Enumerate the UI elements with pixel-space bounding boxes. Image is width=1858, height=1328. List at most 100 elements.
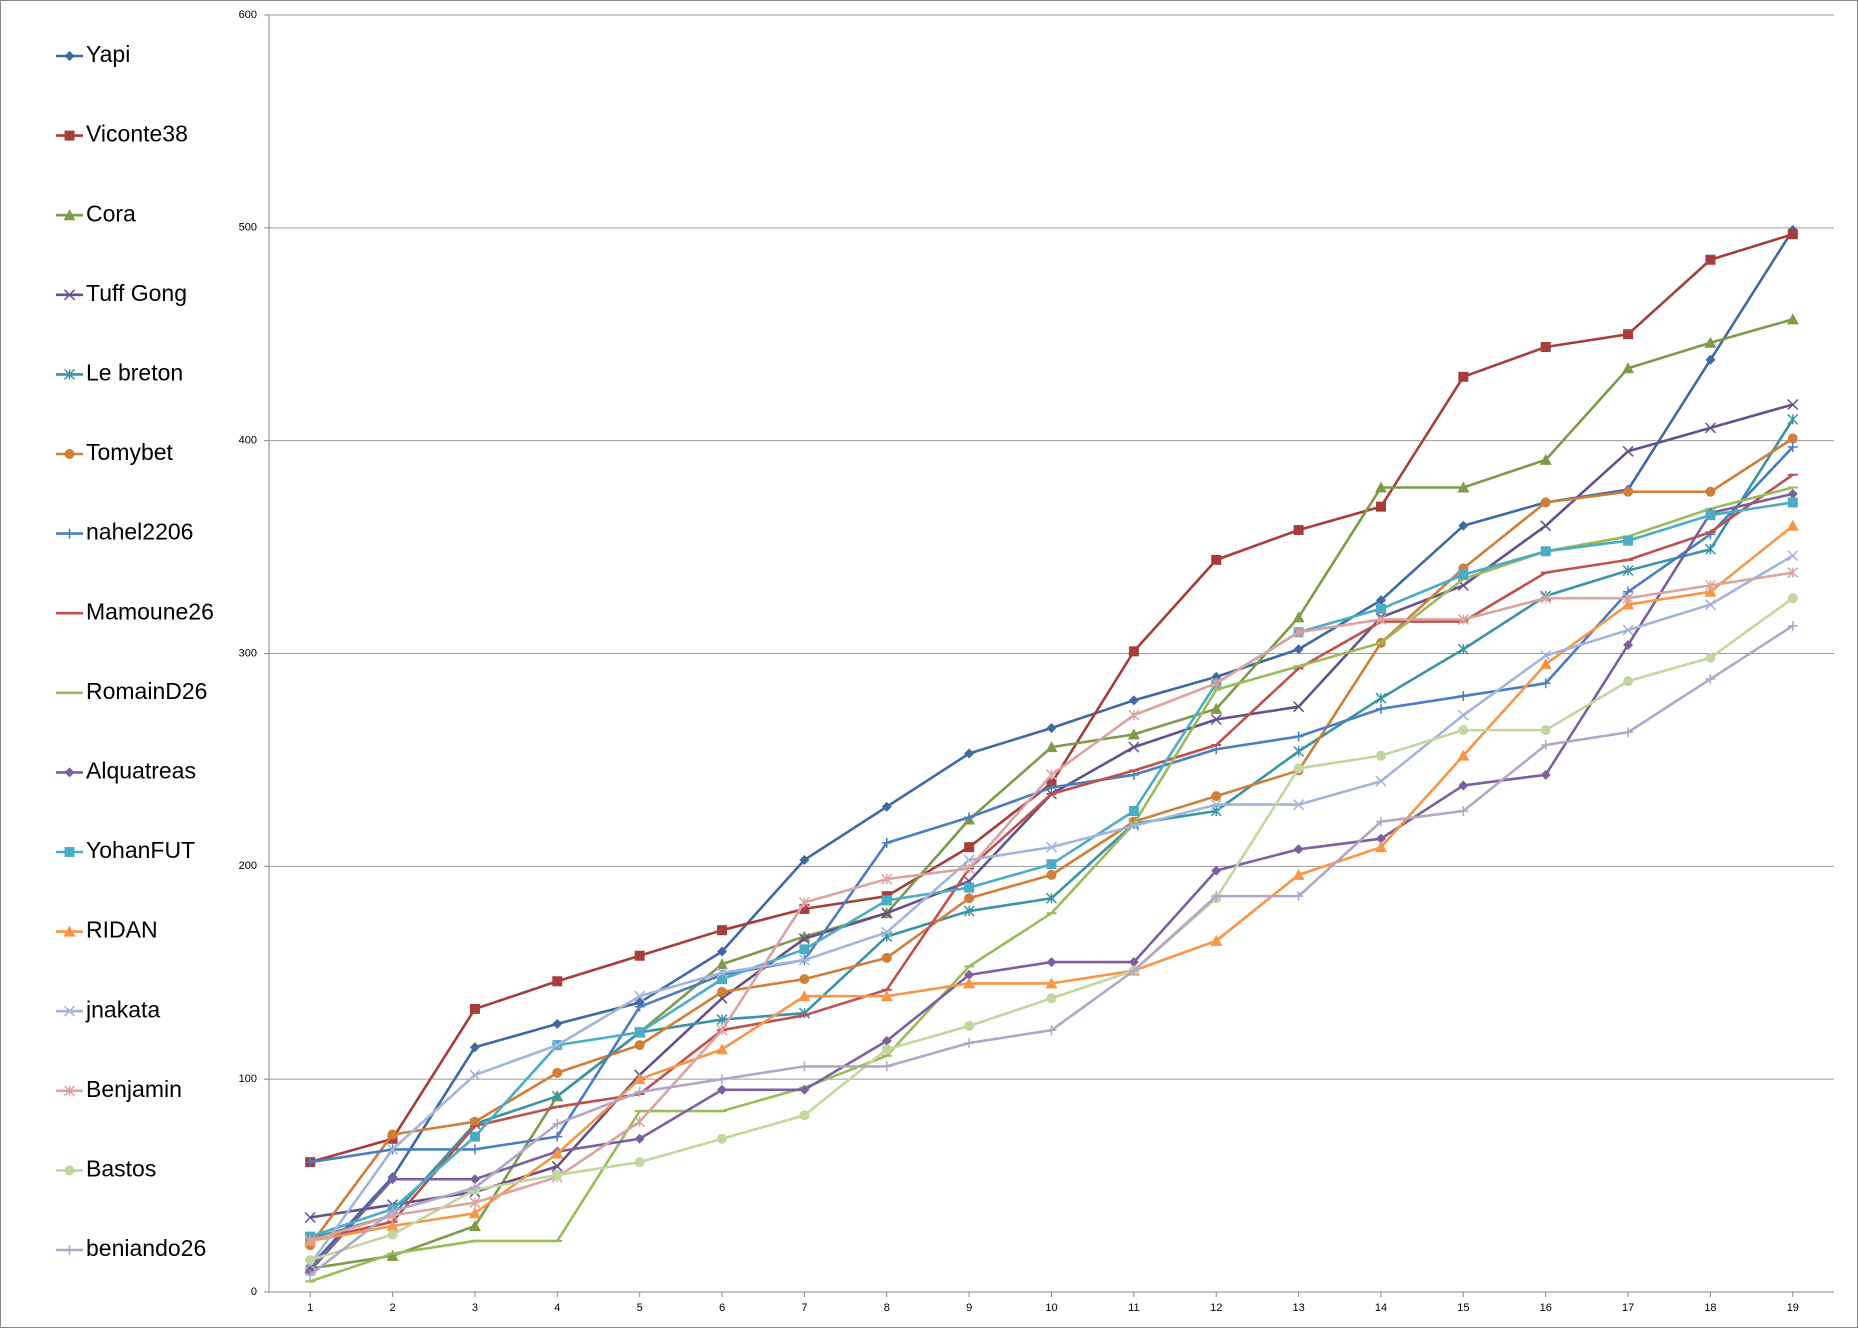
- marker: [1046, 1025, 1057, 1036]
- marker: [1210, 934, 1223, 946]
- marker: [1704, 579, 1716, 591]
- x-tick-label: 10: [1045, 1302, 1057, 1314]
- marker: [1457, 481, 1470, 493]
- marker: [1787, 442, 1798, 453]
- marker: [552, 1131, 563, 1142]
- legend-label: YohanFUT: [86, 837, 195, 863]
- marker: [1787, 550, 1799, 562]
- marker: [1293, 644, 1304, 655]
- marker: [1128, 957, 1139, 968]
- marker: [1375, 595, 1386, 606]
- marker: [634, 1133, 645, 1144]
- legend-label: Yapi: [86, 41, 130, 67]
- marker: [1787, 433, 1798, 444]
- marker: [1045, 841, 1058, 853]
- marker: [1293, 701, 1305, 713]
- marker: [1210, 677, 1222, 689]
- marker: [305, 1255, 316, 1266]
- marker: [716, 1024, 728, 1036]
- marker: [64, 528, 75, 539]
- marker: [1622, 445, 1634, 457]
- marker: [468, 1207, 481, 1219]
- marker: [1787, 593, 1798, 604]
- marker: [1787, 497, 1798, 508]
- marker: [1375, 816, 1386, 827]
- marker: [798, 990, 811, 1002]
- marker: [717, 946, 728, 957]
- marker: [63, 368, 76, 380]
- marker: [1211, 865, 1222, 876]
- legend-label: nahel2206: [86, 519, 193, 545]
- marker: [717, 925, 728, 936]
- marker: [305, 1269, 316, 1280]
- x-tick-label: 11: [1128, 1302, 1139, 1314]
- marker: [1705, 354, 1716, 365]
- x-tick-label: 2: [389, 1302, 395, 1314]
- x-tick-label: 9: [966, 1302, 972, 1314]
- marker: [387, 1129, 398, 1140]
- marker: [1622, 598, 1635, 610]
- marker: [717, 1074, 728, 1085]
- marker: [881, 907, 893, 919]
- marker: [1540, 520, 1552, 532]
- marker: [387, 1143, 399, 1155]
- marker: [799, 944, 810, 955]
- marker: [1210, 713, 1222, 726]
- y-tick-label: 100: [239, 1073, 257, 1085]
- x-tick-label: 13: [1292, 1302, 1304, 1314]
- marker: [1787, 620, 1798, 631]
- marker: [1128, 820, 1140, 832]
- marker: [1127, 728, 1140, 740]
- marker: [881, 837, 892, 848]
- marker: [469, 1144, 480, 1155]
- marker: [1211, 554, 1222, 565]
- marker: [798, 933, 810, 945]
- marker: [386, 1249, 399, 1261]
- marker: [64, 1165, 75, 1176]
- legend-label: Bastos: [86, 1155, 156, 1181]
- marker: [64, 130, 75, 141]
- marker: [1787, 398, 1799, 411]
- legend-label: Mamoune26: [86, 598, 214, 624]
- marker: [1540, 650, 1552, 662]
- marker: [1704, 599, 1716, 611]
- marker: [1787, 229, 1798, 240]
- marker: [1705, 254, 1716, 265]
- marker: [1046, 993, 1057, 1004]
- marker: [880, 990, 893, 1002]
- marker: [1704, 422, 1716, 434]
- marker: [1540, 592, 1552, 604]
- marker: [1128, 709, 1140, 721]
- marker: [881, 1061, 892, 1072]
- marker: [387, 1206, 398, 1217]
- marker: [1293, 525, 1304, 536]
- marker: [1128, 741, 1140, 753]
- x-tick-label: 17: [1622, 1302, 1634, 1314]
- marker: [469, 1174, 480, 1185]
- legend-label: Viconte38: [86, 121, 188, 147]
- marker: [64, 1245, 75, 1255]
- marker: [1623, 486, 1634, 497]
- marker: [717, 1133, 728, 1144]
- marker: [1622, 564, 1634, 577]
- x-tick-label: 19: [1787, 1302, 1799, 1314]
- marker: [717, 1084, 728, 1095]
- marker: [1293, 799, 1305, 811]
- x-tick-label: 18: [1704, 1302, 1716, 1314]
- marker: [1623, 727, 1634, 738]
- marker: [1292, 868, 1305, 880]
- marker: [799, 854, 810, 865]
- marker: [964, 1037, 975, 1048]
- marker: [1375, 613, 1387, 625]
- marker: [881, 801, 892, 812]
- marker: [1375, 703, 1386, 714]
- marker: [469, 1003, 480, 1014]
- marker: [386, 1220, 399, 1232]
- marker: [1787, 413, 1799, 425]
- marker: [634, 1027, 645, 1038]
- y-tick-label: 500: [239, 222, 257, 234]
- marker: [1540, 769, 1551, 780]
- marker: [1540, 546, 1551, 557]
- marker: [634, 990, 646, 1002]
